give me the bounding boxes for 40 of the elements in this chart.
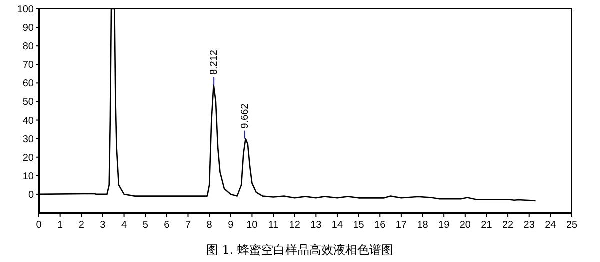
x-tick-label: 4	[122, 220, 128, 231]
x-tick-label: 15	[353, 220, 365, 231]
x-tick-label: 1	[58, 220, 64, 231]
x-tick-label: 25	[566, 220, 578, 231]
x-tick-label: 19	[438, 220, 450, 231]
x-tick-label: 5	[142, 220, 149, 231]
x-tick-label: 21	[481, 220, 493, 231]
x-tick-label: 24	[545, 220, 557, 231]
x-tick-label: 14	[332, 220, 344, 231]
y-tick-label: 10	[22, 171, 34, 182]
x-tick-label: 9	[228, 220, 234, 231]
x-tick-label: 8	[206, 220, 213, 231]
x-tick-label: 16	[374, 220, 386, 231]
x-tick-label: 6	[164, 220, 170, 231]
y-tick-label: 80	[22, 42, 34, 53]
annotation: 9.662	[240, 103, 251, 129]
x-tick-label: 18	[417, 220, 429, 231]
x-tick-label: 10	[246, 220, 258, 231]
x-tick-label: 13	[310, 220, 322, 231]
x-tick-label: 23	[524, 220, 536, 231]
y-tick-label: 40	[22, 116, 34, 127]
x-tick-label: 2	[78, 220, 85, 231]
y-tick-label: 0	[28, 190, 34, 201]
x-tick-label: 0	[36, 220, 42, 231]
x-tick-label: 20	[460, 220, 472, 231]
y-tick-label: 90	[22, 23, 34, 34]
y-tick-label: 30	[22, 134, 34, 146]
x-tick-label: 22	[502, 220, 514, 231]
y-tick-label: 70	[22, 60, 34, 72]
text: 图 1. 蜂蜜空白样品高效液相色谱图	[206, 243, 394, 257]
x-tick-label: 12	[289, 220, 301, 231]
annotation: 8.212	[209, 50, 220, 76]
y-tick-label: 60	[22, 78, 34, 90]
y-tick-label: 20	[22, 152, 34, 164]
x-tick-label: 17	[396, 220, 408, 231]
x-tick-label: 3	[100, 220, 106, 231]
x-tick-label: 7	[185, 220, 192, 231]
x-tick-label: 11	[268, 220, 280, 231]
y-tick-label: 100	[17, 4, 34, 16]
y-tick-label: 50	[22, 97, 34, 108]
